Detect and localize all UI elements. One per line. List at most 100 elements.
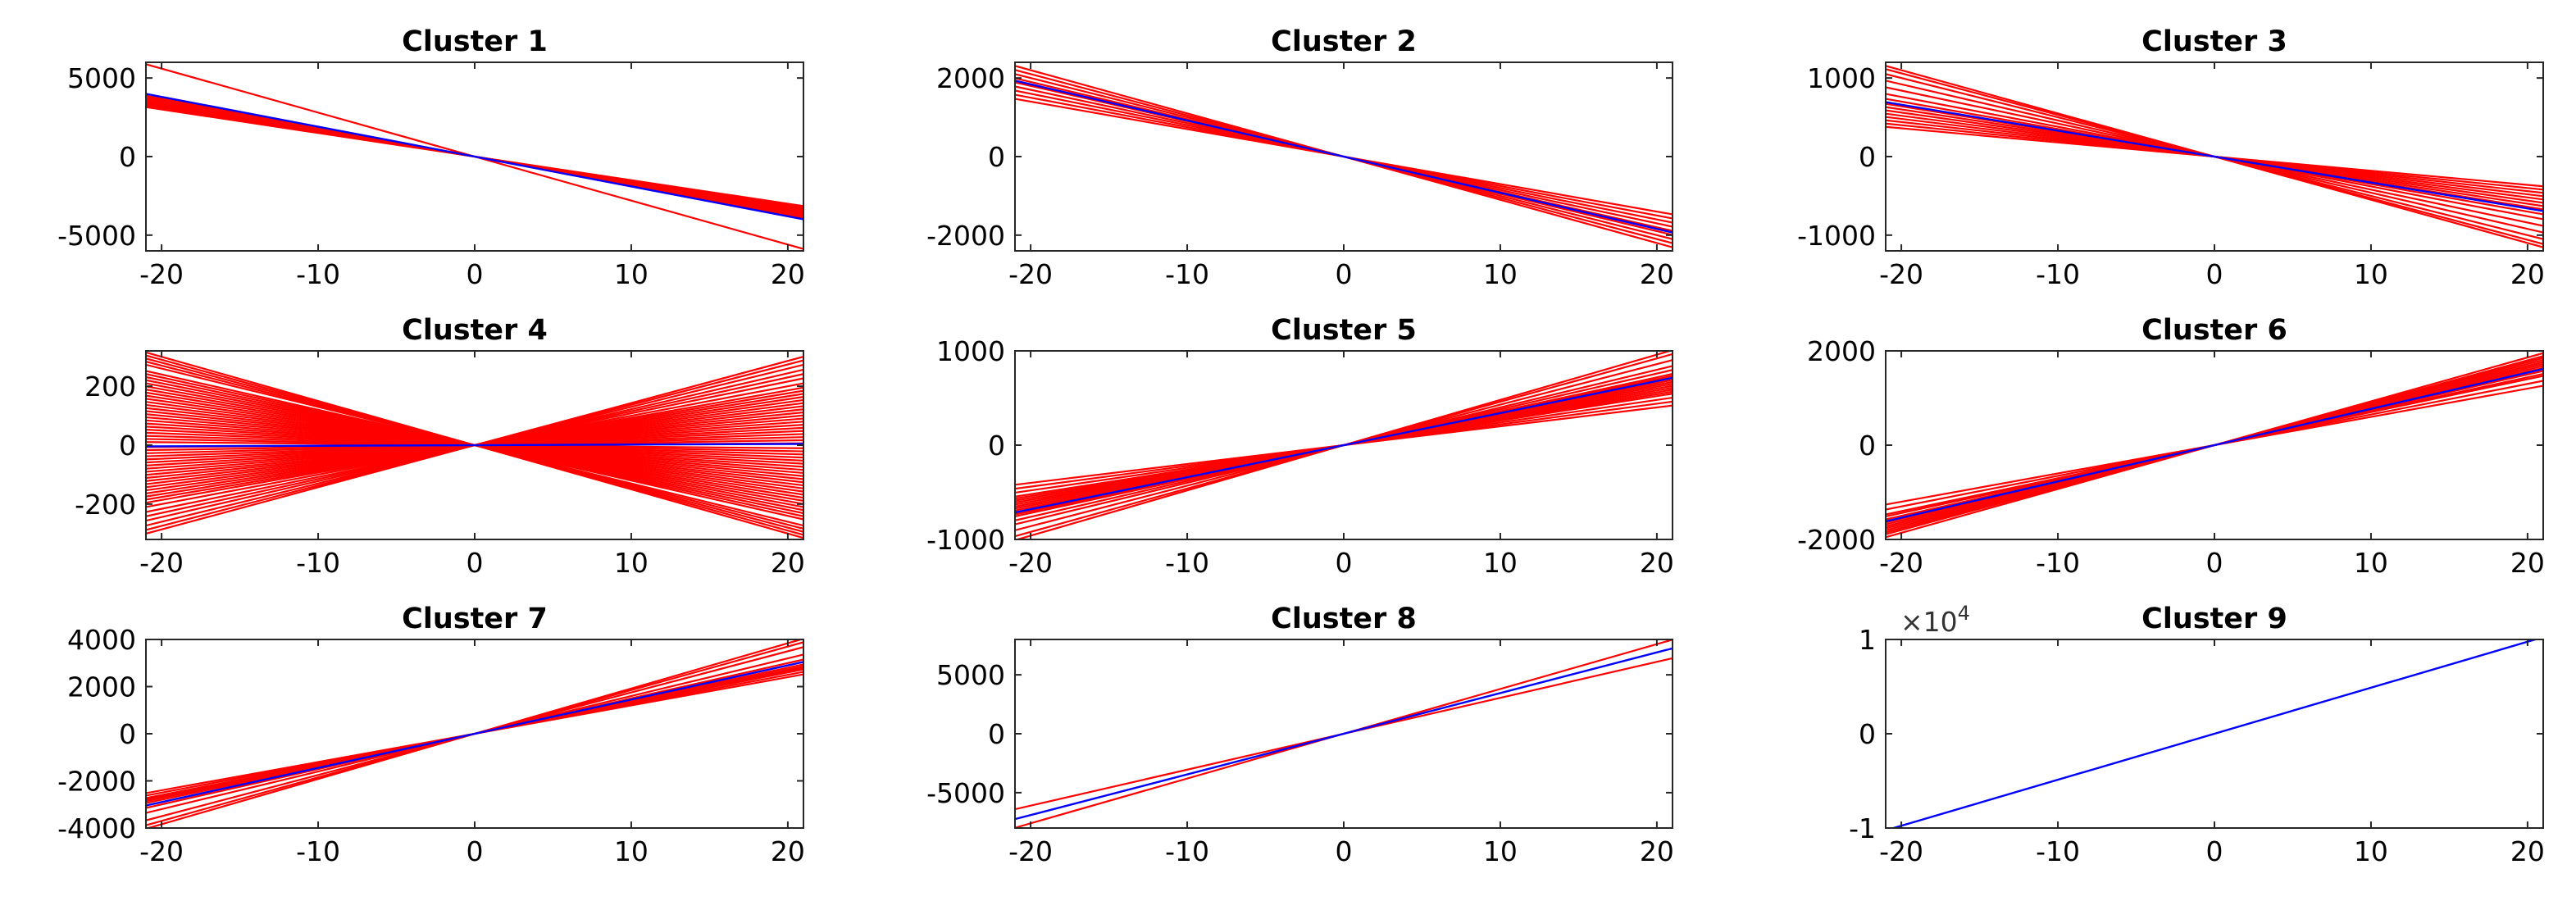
chart-5: -20 -10 0 10 20 -1000 0 1000 Cluster 5 — [926, 314, 1674, 579]
chart-9-ytick-label: 0 — [1859, 718, 1876, 750]
chart-7-ytick-label: 0 — [119, 718, 136, 750]
chart-1-ytick-label: -5000 — [57, 220, 136, 252]
chart-8-centroid-line — [1015, 647, 1673, 821]
chart-2-xtick-label: 20 — [1640, 258, 1674, 290]
chart-3-xtick-label: 20 — [2510, 258, 2545, 290]
chart-8-xtick-label: 10 — [1483, 835, 1518, 867]
chart-3-series-group — [1886, 65, 2543, 248]
chart-6-xtick-label: -20 — [1879, 547, 1923, 579]
chart-2-series-group — [1015, 65, 1673, 248]
chart-1-xtick-label: 10 — [614, 258, 649, 290]
chart-8-xtick-label: 20 — [1640, 835, 1674, 867]
chart-4-xtick-label: -20 — [139, 547, 184, 579]
chart-9-y-exponent-power: 4 — [1958, 602, 1970, 625]
chart-9-xtick-label: 20 — [2510, 835, 2545, 867]
chart-6-title: Cluster 6 — [2141, 314, 2287, 347]
chart-7: -20 -10 0 10 20 -4000 -2000 0 2000 4000 Cluster 7 — [57, 603, 805, 867]
chart-5-centroid-line — [1015, 376, 1673, 514]
chart-2-ytick-label: -2000 — [926, 220, 1005, 252]
chart-8-xtick-label: -10 — [1165, 835, 1209, 867]
chart-4-ytick-label: 0 — [119, 430, 136, 462]
chart-4-xtick-label: -10 — [296, 547, 340, 579]
chart-7-xtick-label: -10 — [296, 835, 340, 867]
chart-4-series-group — [146, 351, 803, 539]
chart-1-title: Cluster 1 — [402, 25, 548, 58]
chart-1-xtick-label: 20 — [771, 258, 805, 290]
chart-4-title: Cluster 4 — [402, 314, 548, 347]
chart-7-xtick-label: -20 — [139, 835, 184, 867]
chart-5-xtick-label: 20 — [1640, 547, 1674, 579]
chart-4-ytick-label: 200 — [84, 371, 136, 403]
chart-5-ytick-label: 0 — [988, 430, 1005, 462]
chart-3-ytick-label: 1000 — [1807, 62, 1876, 94]
chart-9-xtick-label: 10 — [2354, 835, 2388, 867]
chart-1-xtick-label: 0 — [467, 258, 484, 290]
chart-2-xtick-label: 0 — [1336, 258, 1353, 290]
chart-9-ytick-label: -1 — [1849, 812, 1876, 844]
chart-2-xtick-label: -10 — [1165, 258, 1209, 290]
chart-7-ytick-label: 4000 — [67, 624, 136, 656]
chart-4: -20 -10 0 10 20 -200 0 200 Cluster 4 — [75, 314, 805, 579]
chart-2: -20 -10 0 10 20 -2000 0 2000 Cluster 2 — [926, 25, 1674, 290]
chart-5-ytick-label: 1000 — [936, 335, 1005, 367]
chart-6-ytick-label: 0 — [1859, 430, 1876, 462]
chart-8-ytick-label: -5000 — [926, 777, 1005, 809]
chart-9-xtick-label: -10 — [2036, 835, 2080, 867]
chart-1-ytick-label: 0 — [119, 141, 136, 173]
chart-6-xtick-label: 20 — [2510, 547, 2545, 579]
chart-7-ytick-label: 2000 — [67, 671, 136, 703]
chart-3: -20 -10 0 10 20 -1000 0 1000 Cluster 3 — [1797, 25, 2545, 290]
chart-7-title: Cluster 7 — [402, 603, 548, 635]
chart-5-xtick-label: 0 — [1336, 547, 1353, 579]
chart-5-xtick-label: 10 — [1483, 547, 1518, 579]
chart-5-xtick-label: -20 — [1008, 547, 1053, 579]
chart-3-xtick-label: 10 — [2354, 258, 2388, 290]
chart-5-ytick-label: -1000 — [926, 524, 1005, 556]
chart-6-xtick-label: -10 — [2036, 547, 2080, 579]
chart-4-xtick-label: 0 — [467, 547, 484, 579]
chart-3-xtick-label: -20 — [1879, 258, 1923, 290]
chart-1-xtick-label: -20 — [139, 258, 184, 290]
chart-8-title: Cluster 8 — [1271, 603, 1417, 635]
chart-9-y-exponent-base: ×10 — [1900, 606, 1958, 638]
chart-5-xtick-label: -10 — [1165, 547, 1209, 579]
chart-8-ytick-label: 0 — [988, 718, 1005, 750]
chart-8-ytick-label: 5000 — [936, 659, 1005, 691]
chart-6-xtick-label: 0 — [2206, 547, 2223, 579]
chart-9-xtick-label: -20 — [1879, 835, 1923, 867]
chart-2-ytick-label: 0 — [988, 141, 1005, 173]
chart-6: -20 -10 0 10 20 -2000 0 2000 Cluster 6 — [1797, 314, 2545, 579]
chart-7-xtick-label: 10 — [614, 835, 649, 867]
chart-9-y-exponent: ×104 — [1900, 602, 1970, 638]
chart-9-series-group — [1890, 639, 2539, 828]
chart-7-xtick-label: 20 — [771, 835, 805, 867]
chart-2-centroid-line — [1015, 80, 1673, 234]
chart-7-centroid-line — [146, 661, 803, 807]
chart-2-xtick-label: -20 — [1008, 258, 1053, 290]
chart-8-series-group — [1015, 639, 1673, 828]
chart-6-xtick-label: 10 — [2354, 547, 2388, 579]
chart-3-ytick-label: -1000 — [1797, 220, 1876, 252]
chart-1-ytick-label: 5000 — [67, 62, 136, 94]
chart-9-title: Cluster 9 — [2141, 603, 2287, 635]
chart-2-ytick-label: 2000 — [936, 62, 1005, 94]
chart-1-series-group — [146, 63, 803, 250]
chart-5-series-group — [1015, 351, 1673, 539]
chart-6-series-group — [1886, 352, 2543, 539]
chart-9-xtick-label: 0 — [2206, 835, 2223, 867]
chart-1-xtick-label: -10 — [296, 258, 340, 290]
chart-7-xtick-label: 0 — [467, 835, 484, 867]
chart-4-xtick-label: 20 — [771, 547, 805, 579]
chart-1: -20 -10 0 10 20 -5000 0 5000 Cluster 1 — [57, 25, 805, 290]
chart-5-title: Cluster 5 — [1271, 314, 1417, 347]
chart-2-title: Cluster 2 — [1271, 25, 1417, 58]
chart-6-centroid-line — [1886, 367, 2543, 523]
chart-3-centroid-line — [1886, 101, 2543, 212]
chart-8: -20 -10 0 10 20 -5000 0 5000 Cluster 8 — [926, 603, 1674, 867]
chart-3-ytick-label: 0 — [1859, 141, 1876, 173]
chart-9-ytick-label: 1 — [1859, 624, 1876, 656]
chart-3-xtick-label: -10 — [2036, 258, 2080, 290]
chart-3-title: Cluster 3 — [2141, 25, 2287, 58]
chart-6-ytick-label: 2000 — [1807, 335, 1876, 367]
